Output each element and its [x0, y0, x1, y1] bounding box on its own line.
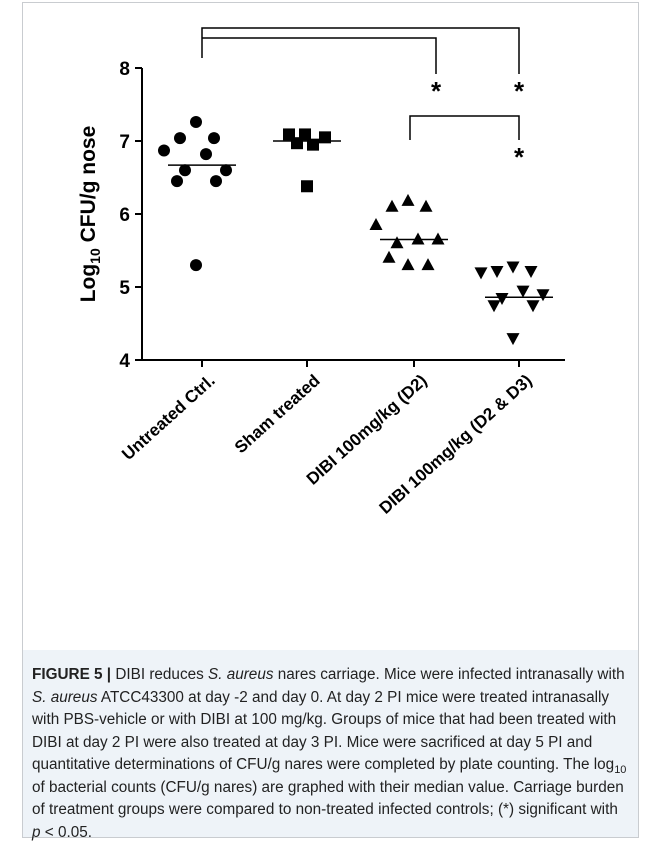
data-point	[495, 292, 509, 305]
caption-segment: S. aureus	[32, 688, 98, 706]
y-tick-label: 6	[119, 205, 130, 226]
significance-asterisk: *	[514, 142, 525, 172]
data-point	[524, 265, 538, 278]
data-point	[291, 137, 303, 150]
data-point	[158, 144, 170, 157]
data-point	[382, 250, 396, 263]
data-point	[179, 164, 191, 177]
caption-segment: < 0.05.	[40, 823, 92, 841]
data-point	[526, 300, 540, 313]
caption-segment: S. aureus	[208, 666, 274, 683]
caption-segment: p	[32, 823, 41, 841]
significance-asterisk: *	[431, 76, 442, 106]
data-point	[210, 175, 222, 188]
data-point	[487, 300, 501, 313]
data-point	[421, 258, 435, 271]
y-label-rest: CFU/g nose	[77, 126, 100, 249]
bracket	[202, 37, 437, 74]
y-tick-label: 8	[119, 59, 130, 80]
data-point	[369, 217, 383, 230]
caption: FIGURE 5 | DIBI reduces S. aureus nares …	[23, 650, 638, 841]
data-point	[401, 258, 415, 271]
y-tick-label: 7	[119, 132, 130, 153]
y-tick-label: 5	[119, 278, 130, 299]
data-point	[490, 265, 504, 278]
data-point	[220, 164, 232, 177]
data-point	[411, 232, 425, 245]
data-point	[190, 116, 202, 129]
bracket	[409, 115, 520, 140]
data-point	[200, 148, 212, 161]
caption-segment: 10	[614, 764, 627, 777]
data-point	[474, 267, 488, 280]
caption-segment: nares carriage. Mice were infected intra…	[273, 666, 625, 683]
data-point	[190, 259, 202, 272]
data-point	[536, 289, 550, 302]
data-point	[171, 175, 183, 188]
data-point	[516, 285, 530, 298]
x-tick-label: Sham treated	[231, 371, 324, 457]
data-point	[506, 261, 520, 274]
data-point	[385, 199, 399, 212]
y-axis-label: Log10 CFU/g nose	[77, 126, 103, 303]
bracket	[201, 27, 520, 74]
data-point	[419, 199, 433, 212]
y-label-sub: 10	[87, 248, 103, 264]
caption-segment: DIBI reduces	[111, 666, 208, 683]
y-tick-label: 4	[119, 351, 130, 372]
data-point	[506, 333, 520, 346]
caption-text: DIBI reduces S. aureus nares carriage. M…	[32, 666, 626, 841]
significance-brackets	[201, 27, 520, 140]
data-point	[208, 132, 220, 145]
chart: Log10 CFU/g nose 4 5 6 7 8 Untreated Ctrl. Sha…	[77, 27, 565, 518]
significance-asterisk: *	[514, 76, 525, 106]
x-tick-label: Untreated Ctrl.	[118, 371, 218, 464]
figure-frame	[22, 2, 639, 838]
data-point	[174, 132, 186, 145]
data-point	[401, 193, 415, 206]
caption-segment: ATCC43300 at day -2 and day 0. At day 2 …	[32, 688, 617, 774]
y-label-base: Log	[77, 264, 100, 302]
data-point	[390, 236, 404, 249]
data-point	[301, 180, 313, 193]
data-point	[431, 232, 445, 245]
caption-label: FIGURE 5 |	[32, 666, 112, 683]
caption-segment: of bacterial counts (CFU/g nares) are gr…	[32, 778, 624, 819]
